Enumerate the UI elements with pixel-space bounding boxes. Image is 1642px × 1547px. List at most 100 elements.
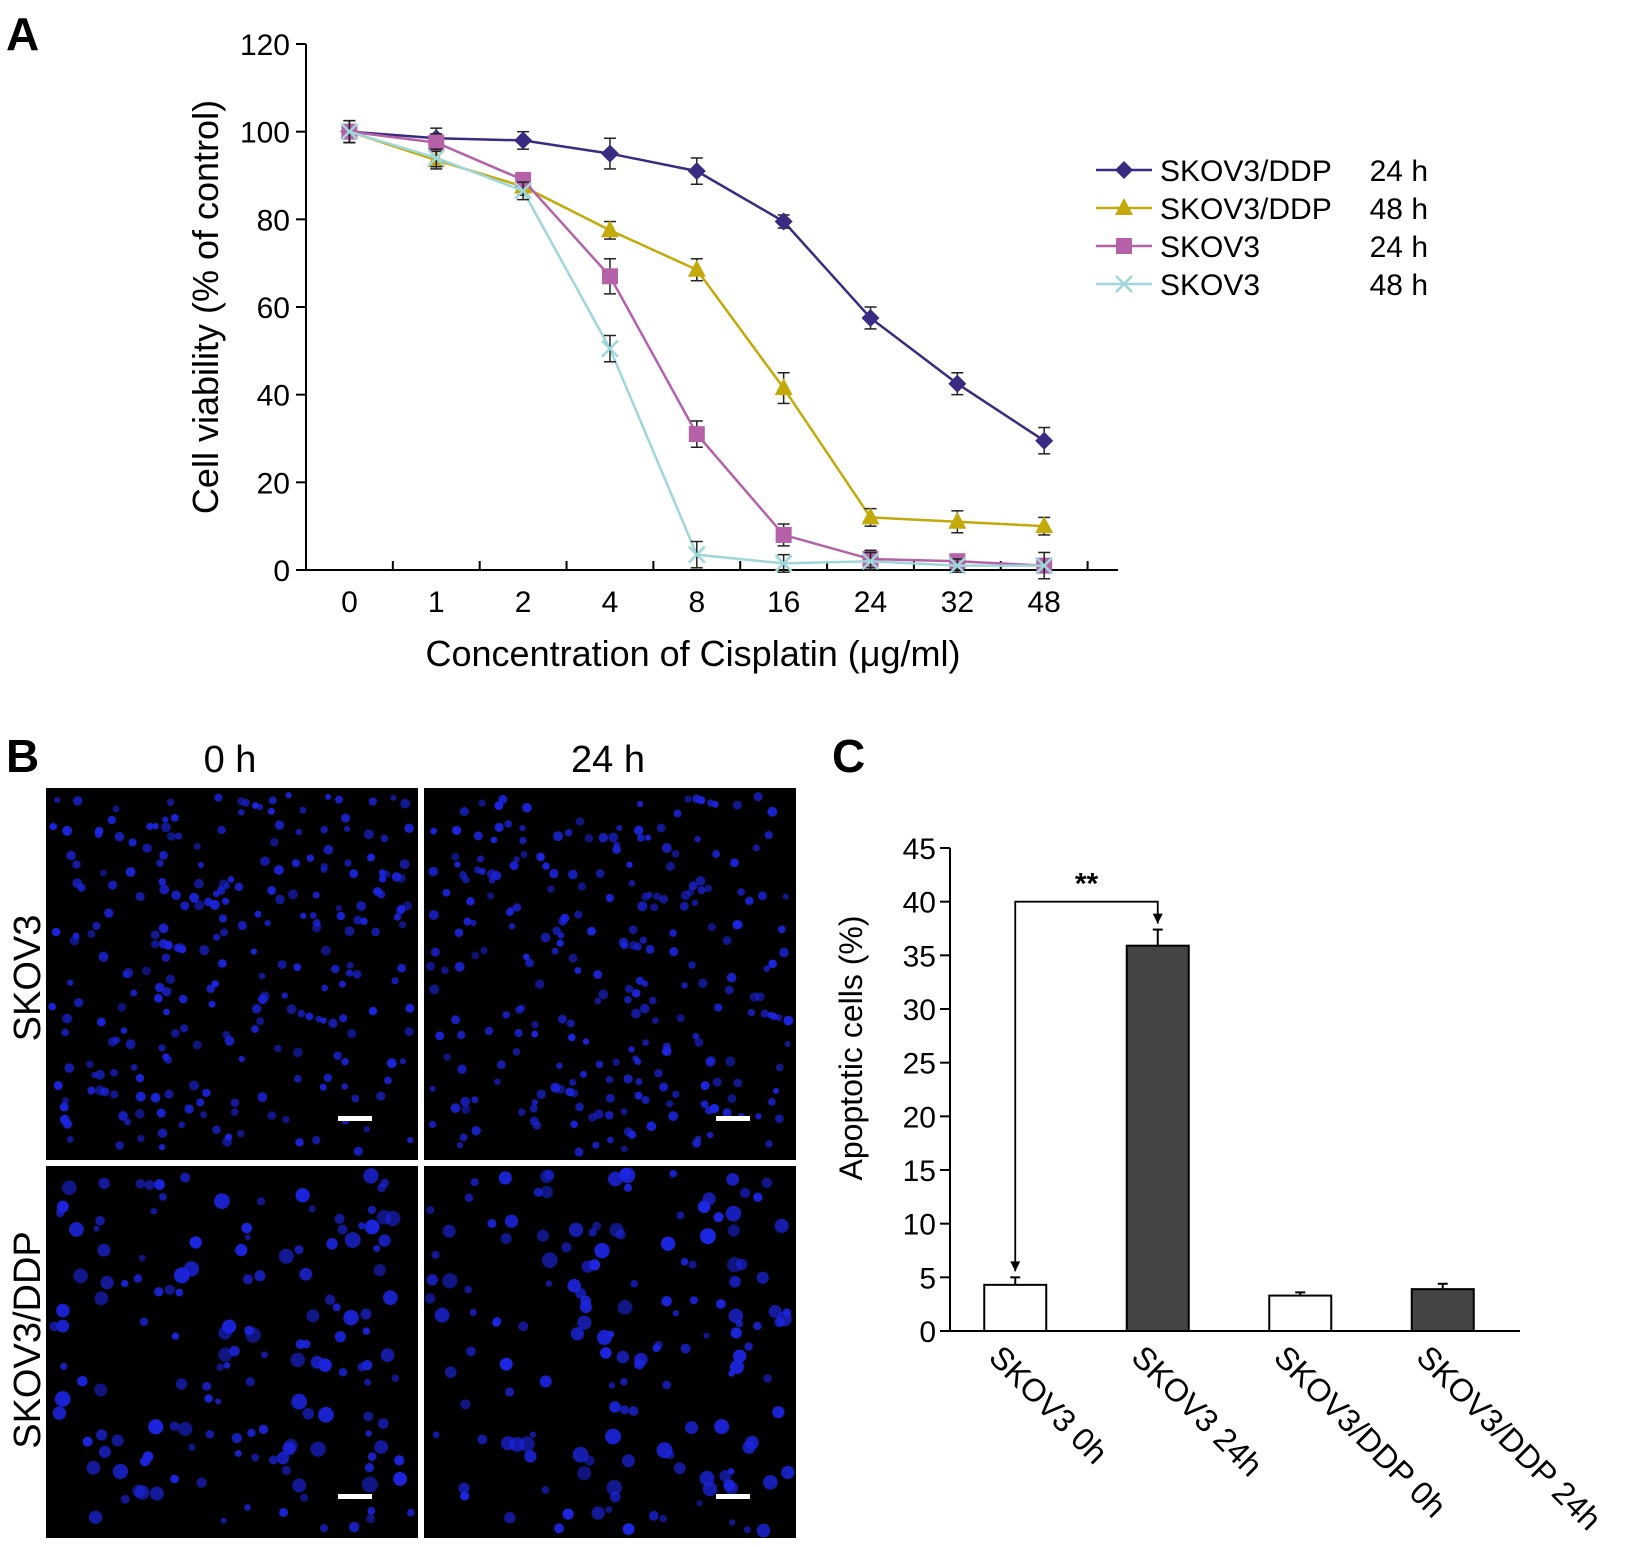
chart-a-data-point <box>600 220 619 238</box>
chart-c-y-tick-label: 40 <box>903 887 936 920</box>
micrograph-column-label: 0 h <box>204 739 257 781</box>
chart-a-legend-time: 24 h <box>1370 231 1428 264</box>
significance-bracket <box>1014 900 1159 1272</box>
chart-a-data-point <box>1035 556 1054 575</box>
chart-c-y-tick-label: 0 <box>919 1316 936 1349</box>
chart-a-data-point <box>948 511 967 529</box>
chart-a-series <box>340 119 1054 455</box>
chart-a-series-line <box>349 130 1045 567</box>
chart-a-y-tick-label: 60 <box>257 292 290 325</box>
chart-a-y-axis-label: Cell viability (% of control) <box>185 100 226 514</box>
chart-a-data-point <box>1115 275 1133 293</box>
fluorescence-micrograph-grid <box>46 788 796 1538</box>
scale-bar <box>338 1494 372 1499</box>
micrograph-row-label: SKOV3 <box>7 915 49 1042</box>
significance-label: ** <box>1075 868 1099 901</box>
chart-a-x-tick-label: 8 <box>688 586 705 619</box>
chart-a-legend-entry: SKOV3/DDP 24 h <box>1096 155 1428 188</box>
chart-a-legend-label: SKOV3/DDP <box>1160 193 1332 226</box>
chart-a-x-tick-label: 1 <box>428 586 445 619</box>
chart-a-series <box>340 119 1054 580</box>
chart-a-legend-label: SKOV3 <box>1160 231 1260 264</box>
chart-a-series-line <box>349 130 1045 567</box>
chart-a-x-axis-label: Concentration of Cisplatin (μg/ml) <box>426 633 961 674</box>
scale-bar <box>338 1116 372 1121</box>
chart-a-data-point <box>1035 431 1054 450</box>
chart-a-data-point <box>775 526 792 543</box>
chart-a-x-tick-label: 16 <box>767 586 800 619</box>
chart-a-legend-entry: SKOV3 48 h <box>1096 269 1428 302</box>
chart-a-y-tick-label: 100 <box>240 117 290 150</box>
chart-a-data-point <box>774 554 793 573</box>
chart-a-data-point <box>948 374 967 393</box>
chart-c-bar <box>1125 944 1190 1332</box>
micrograph-panel <box>424 788 796 1160</box>
chart-a-x-tick-label: 32 <box>941 586 974 619</box>
chart-a-y-tick-label: 0 <box>273 555 290 588</box>
chart-c-y-tick-label: 35 <box>903 940 936 973</box>
chart-c-bar <box>1410 1288 1475 1333</box>
panel-letter-a: A <box>6 8 39 60</box>
chart-a-y-tick-label: 40 <box>257 380 290 413</box>
chart-a-data-point <box>687 545 706 564</box>
chart-a-data-point <box>861 308 880 327</box>
micrograph-panel <box>46 788 418 1160</box>
chart-c-y-tick-label: 45 <box>903 833 936 866</box>
chart-a-data-point <box>774 212 793 231</box>
panel-letter-b: B <box>6 730 39 782</box>
chart-a-data-point <box>687 162 706 181</box>
chart-a-data-point <box>861 552 880 571</box>
chart-a-data-point <box>514 181 532 200</box>
chart-a-series <box>341 119 1053 574</box>
chart-a-x-tick-label: 0 <box>341 586 358 619</box>
chart-a-data-point <box>601 268 618 285</box>
chart-c-error-bar <box>1010 1276 1021 1285</box>
chart-a-series-line <box>349 130 1045 528</box>
chart-a-data-point <box>427 149 446 167</box>
chart-a-x-tick-label: 48 <box>1027 586 1060 619</box>
chart-a-data-point <box>688 426 705 443</box>
chart-a-legend-label: SKOV3 <box>1160 269 1260 302</box>
chart-c-y-tick-label: 30 <box>903 994 936 1027</box>
chart-a-legend-time: 24 h <box>1370 155 1428 188</box>
micrograph-panel <box>46 1166 418 1538</box>
micrograph-column-label: 24 h <box>571 739 645 781</box>
chart-c-error-bar <box>1152 928 1163 946</box>
chart-c-x-tick-label: SKOV3 0h <box>982 1338 1114 1470</box>
chart-a-legend-time: 48 h <box>1370 269 1428 302</box>
chart-a-data-point <box>861 507 880 525</box>
chart-a-x-tick-label: 4 <box>602 586 619 619</box>
chart-c-error-bar <box>1437 1282 1448 1290</box>
chart-a-data-point <box>600 144 619 163</box>
chart-a-data-point <box>340 122 359 141</box>
chart-a-data-point <box>515 171 532 188</box>
chart-a-legend-entry: SKOV3/DDP 48 h <box>1096 193 1428 226</box>
chart-c-bar <box>983 1283 1048 1333</box>
chart-a-y-tick-label: 80 <box>257 204 290 237</box>
chart-a-data-point <box>1116 238 1132 254</box>
chart-a-data-point <box>428 134 445 151</box>
chart-a-data-point <box>601 339 619 358</box>
chart-a-legend-time: 48 h <box>1370 193 1428 226</box>
chart-a-data-point <box>948 556 967 575</box>
chart-a-data-point <box>1115 198 1133 215</box>
chart-c-y-axis-label: Apoptotic cells (%) <box>833 916 869 1181</box>
scale-bar <box>716 1494 750 1499</box>
chart-a-legend-label: SKOV3/DDP <box>1160 155 1332 188</box>
chart-c-y-tick-label: 15 <box>903 1155 936 1188</box>
panel-letter-c: C <box>832 730 865 782</box>
chart-a-legend-entry: SKOV3 24 h <box>1096 231 1428 264</box>
chart-a-data-point <box>774 378 793 396</box>
chart-a-data-point <box>514 131 533 150</box>
chart-c-x-tick-label: SKOV3 24h <box>1125 1338 1270 1483</box>
chart-c-y-tick-label: 25 <box>903 1048 936 1081</box>
chart-a-x-tick-label: 2 <box>515 586 532 619</box>
chart-a-y-tick-label: 120 <box>240 29 290 62</box>
micrograph-row-label: SKOV3/DDP <box>7 1231 49 1449</box>
chart-c-y-tick-label: 10 <box>903 1209 936 1242</box>
micrograph-panel <box>424 1166 796 1538</box>
chart-a-data-point <box>1115 161 1133 179</box>
